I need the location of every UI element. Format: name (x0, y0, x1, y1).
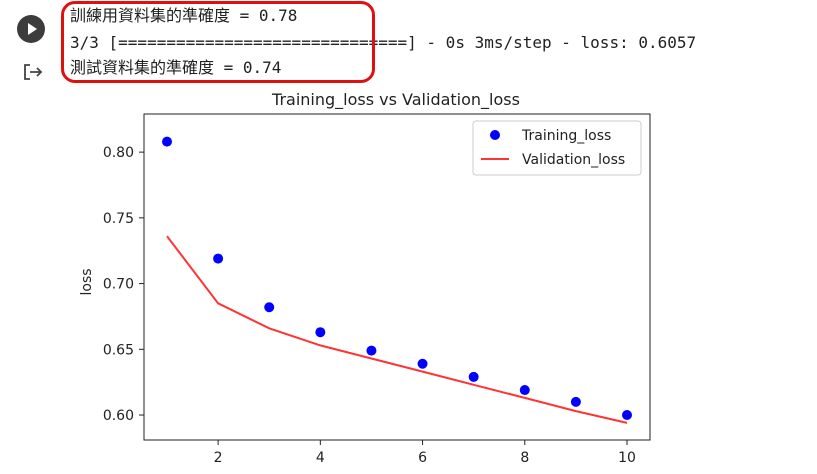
test-accuracy-line: 測試資料集的準確度 = 0.74 (70, 58, 282, 77)
y-axis-label: loss (79, 268, 95, 295)
output-arrow-icon[interactable] (21, 60, 47, 84)
x-tick-label: 4 (316, 450, 325, 466)
legend: Training_loss Validation_loss (472, 120, 642, 176)
play-icon (28, 23, 37, 35)
y-axis-ticks: 0.60 0.65 0.70 0.75 0.80 (103, 145, 144, 424)
x-tick-label: 6 (418, 450, 427, 466)
x-tick-label: 2 (214, 450, 223, 466)
x-axis-ticks: 2 4 6 8 10 (214, 440, 636, 466)
chart-title: Training_loss vs Validation_loss (271, 90, 520, 110)
y-tick-label: 0.80 (103, 145, 134, 161)
training-loss-point (366, 345, 377, 356)
training-loss-point (570, 396, 581, 407)
training-loss-point (315, 327, 326, 338)
train-accuracy-line: 訓練用資料集的準確度 = 0.78 (70, 6, 298, 25)
validation-loss-line (166, 235, 628, 424)
training-loss-point (519, 385, 530, 396)
run-cell-button[interactable] (17, 15, 45, 43)
legend-validation-label: Validation_loss (522, 152, 625, 168)
y-tick-label: 0.60 (103, 408, 134, 424)
y-tick-label: 0.75 (103, 211, 134, 227)
legend-training-marker (490, 130, 500, 140)
legend-box (472, 120, 642, 176)
training-loss-point (264, 302, 275, 313)
cell-output: 訓練用資料集的準確度 = 0.78 3/3 [=================… (68, 0, 817, 80)
y-tick-label: 0.65 (103, 342, 134, 358)
y-tick-label: 0.70 (103, 277, 134, 293)
x-tick-label: 10 (618, 450, 636, 466)
series-layer (162, 136, 632, 424)
legend-training-label: Training_loss (521, 128, 611, 144)
training-loss-point (468, 371, 479, 382)
x-tick-label: 8 (520, 450, 529, 466)
training-loss-point (162, 136, 172, 147)
training-loss-point (622, 410, 632, 421)
training-loss-point (213, 253, 224, 264)
plot-frame (143, 113, 651, 441)
training-loss-point (417, 358, 428, 369)
progress-log-line: 3/3 [==============================] - 0… (70, 33, 697, 52)
